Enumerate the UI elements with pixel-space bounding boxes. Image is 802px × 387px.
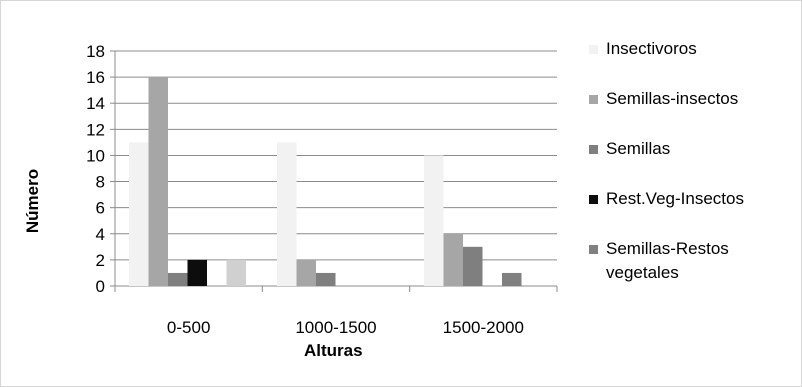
bar <box>148 77 168 286</box>
legend-swatch <box>589 45 598 54</box>
y-tick-label: 0 <box>96 277 105 296</box>
legend-item: Semillas-Restos vegetales <box>589 237 802 285</box>
legend-item: Semillas-insectos <box>589 87 802 111</box>
legend-swatch <box>589 95 598 104</box>
legend-label: Rest.Veg-Insectos <box>606 189 744 208</box>
legend-item: Rest.Veg-Insectos <box>589 187 802 211</box>
legend-swatch <box>589 145 598 154</box>
y-tick-label: 2 <box>96 251 105 270</box>
bar <box>424 155 444 286</box>
y-tick-label: 8 <box>96 173 105 192</box>
bar <box>316 272 336 286</box>
bar <box>296 259 316 286</box>
bar <box>502 272 522 286</box>
y-tick-label: 18 <box>86 42 105 61</box>
legend-label: Semillas <box>606 139 671 158</box>
bar <box>226 259 246 286</box>
x-axis-label: Alturas <box>304 341 363 360</box>
bar <box>463 246 483 286</box>
legend-label: Semillas-Restos vegetales <box>606 239 729 282</box>
bar <box>187 259 207 286</box>
legend-item: Semillas <box>589 137 802 161</box>
bar <box>443 233 463 286</box>
bar <box>277 142 297 286</box>
y-tick-label: 12 <box>86 120 105 139</box>
y-tick-label: 10 <box>86 146 105 165</box>
x-tick-label: 1500-2000 <box>443 318 524 337</box>
x-tick-label: 1000-1500 <box>295 318 376 337</box>
legend-swatch <box>589 245 598 254</box>
bar <box>129 142 149 286</box>
legend-label: Insectivoros <box>606 39 697 58</box>
y-tick-label: 4 <box>96 225 105 244</box>
legend-label: Semillas-insectos <box>606 89 739 108</box>
y-tick-label: 16 <box>86 68 105 87</box>
legend-swatch <box>589 195 598 204</box>
bar <box>168 272 188 286</box>
y-axis-label: Número <box>23 168 42 234</box>
y-tick-label: 6 <box>96 199 105 218</box>
legend-item: Insectivoros <box>589 37 802 61</box>
x-tick-label: 0-500 <box>167 318 210 337</box>
y-tick-label: 14 <box>86 94 105 113</box>
